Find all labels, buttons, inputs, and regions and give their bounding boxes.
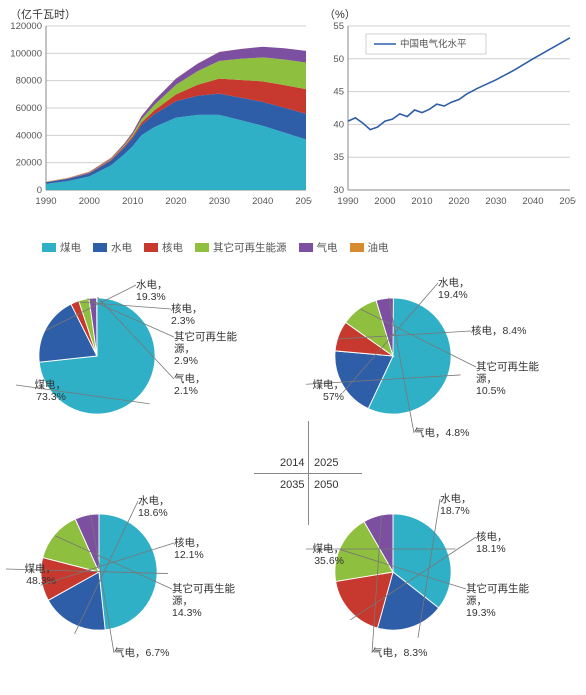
area-y-title: （亿千瓦时） bbox=[6, 6, 312, 22]
svg-text:80000: 80000 bbox=[16, 76, 42, 87]
top-charts-row: （亿千瓦时） 0 20000 40000 60000 80000 100000 120000… bbox=[6, 0, 580, 236]
svg-text:2050: 2050 bbox=[559, 196, 576, 207]
pie-slice-label: 其它可再生能源，10.5% bbox=[476, 361, 548, 397]
pie-2050: 煤电，35.6%水电，18.7%核电，18.1%其它可再生能源，19.3%气电，… bbox=[306, 487, 576, 687]
legend-item: 核电 bbox=[144, 240, 183, 255]
pie-slice-label: 核电，18.1% bbox=[476, 531, 508, 555]
legend-swatch bbox=[299, 243, 313, 252]
legend-label: 煤电 bbox=[60, 240, 81, 255]
legend-swatch bbox=[93, 243, 107, 252]
svg-text:45: 45 bbox=[333, 87, 344, 98]
svg-text:40000: 40000 bbox=[16, 130, 42, 141]
svg-text:1990: 1990 bbox=[35, 196, 56, 207]
svg-text:2020: 2020 bbox=[448, 196, 469, 207]
svg-text:55: 55 bbox=[333, 22, 344, 32]
svg-text:2010: 2010 bbox=[411, 196, 432, 207]
area-chart: （亿千瓦时） 0 20000 40000 60000 80000 100000 120000… bbox=[6, 6, 312, 236]
pie-slice-label: 水电，19.3% bbox=[136, 279, 168, 303]
pie-slice-label: 煤电，57% bbox=[294, 379, 344, 403]
legend-item: 油电 bbox=[350, 240, 389, 255]
pie-slice-label: 煤电，48.3% bbox=[6, 563, 56, 587]
legend-item: 气电 bbox=[299, 240, 338, 255]
pie-slice-label: 气电，6.7% bbox=[114, 647, 169, 659]
svg-text:1990: 1990 bbox=[337, 196, 358, 207]
legend-swatch bbox=[144, 243, 158, 252]
svg-text:2010: 2010 bbox=[122, 196, 143, 207]
svg-text:2000: 2000 bbox=[79, 196, 100, 207]
pie-slice-label: 其它可再生能源，2.9% bbox=[174, 331, 244, 367]
svg-text:40: 40 bbox=[333, 119, 344, 130]
legend-swatch bbox=[195, 243, 209, 252]
legend-item: 水电 bbox=[93, 240, 132, 255]
pie-slice-label: 核电，2.3% bbox=[171, 303, 203, 327]
svg-text:20000: 20000 bbox=[16, 158, 42, 169]
svg-text:2050: 2050 bbox=[295, 196, 312, 207]
pie-slice-label: 煤电，73.3% bbox=[16, 379, 66, 403]
pie-slice-label: 水电，18.6% bbox=[138, 495, 170, 519]
pie-slice-label: 核电，8.4% bbox=[471, 325, 526, 337]
pie-slice-label: 核电，12.1% bbox=[174, 537, 206, 561]
svg-text:2000: 2000 bbox=[374, 196, 395, 207]
line-y-title: （%） bbox=[320, 6, 576, 22]
page-root: （亿千瓦时） 0 20000 40000 60000 80000 100000 120000… bbox=[0, 0, 586, 695]
svg-text:60000: 60000 bbox=[16, 103, 42, 114]
svg-text:2040: 2040 bbox=[252, 196, 273, 207]
pie-slice-label: 水电，18.7% bbox=[440, 493, 472, 517]
legend-label: 核电 bbox=[162, 240, 183, 255]
cross-tr: 2025 bbox=[314, 457, 338, 469]
svg-text:50: 50 bbox=[333, 54, 344, 65]
area-legend: 煤电 水电 核电 其它可再生能源 气电 油电 bbox=[6, 240, 580, 255]
svg-text:0: 0 bbox=[37, 185, 42, 196]
svg-text:35: 35 bbox=[333, 152, 344, 163]
pie-slice-label: 气电，4.8% bbox=[414, 427, 469, 439]
pie-slice-label: 气电，2.1% bbox=[174, 373, 206, 397]
pie-2035: 煤电，48.3% 水电，18.6%核电，12.1% 其它可再生能源，14.3% 气电，… bbox=[6, 487, 276, 687]
cross-br: 2050 bbox=[314, 479, 338, 491]
legend-item: 煤电 bbox=[42, 240, 81, 255]
year-cross: 2014 2025 2035 2050 bbox=[278, 443, 338, 503]
svg-text:2030: 2030 bbox=[485, 196, 506, 207]
svg-text:100000: 100000 bbox=[10, 48, 42, 59]
svg-text:中国电气化水平: 中国电气化水平 bbox=[400, 38, 467, 50]
legend-label: 气电 bbox=[317, 240, 338, 255]
svg-text:2020: 2020 bbox=[165, 196, 186, 207]
legend-swatch bbox=[42, 243, 56, 252]
pie-slice-label: 煤电，35.6% bbox=[294, 543, 344, 567]
cross-bl: 2035 bbox=[280, 479, 304, 491]
pie-2025: 煤电，57%水电，19.4%核电，8.4%其它可再生能源，10.5%气电，4.8… bbox=[306, 269, 576, 469]
line-chart-svg: 30 35 40 45 50 55 1990 2000 2010 2020 2030 2040 2050… bbox=[320, 22, 576, 212]
legend-label: 其它可再生能源 bbox=[213, 240, 287, 255]
pie-slice-label: 其它可再生能源，14.3% bbox=[172, 583, 244, 619]
svg-text:2040: 2040 bbox=[522, 196, 543, 207]
legend-label: 水电 bbox=[111, 240, 132, 255]
legend-label: 油电 bbox=[368, 240, 389, 255]
line-chart: （%） 30 35 40 45 50 55 1990 2000 2010 2020 2030 2040… bbox=[320, 6, 576, 236]
svg-text:30: 30 bbox=[333, 185, 344, 196]
svg-text:120000: 120000 bbox=[10, 22, 42, 32]
pie-slice-label: 其它可再生能源，19.3% bbox=[466, 583, 538, 619]
legend-item: 其它可再生能源 bbox=[195, 240, 287, 255]
pies-area: 煤电，73.3% 水电，19.3%核电，2.3% 其它可再生能源，2.9% 气电，2.… bbox=[6, 269, 580, 689]
pie-2014: 煤电，73.3% 水电，19.3%核电，2.3% 其它可再生能源，2.9% 气电，2.… bbox=[6, 269, 276, 469]
legend-swatch bbox=[350, 243, 364, 252]
pie-slice-label: 气电，8.3% bbox=[372, 647, 427, 659]
cross-tl: 2014 bbox=[280, 457, 304, 469]
svg-text:2030: 2030 bbox=[209, 196, 230, 207]
pie-slice-label: 水电，19.4% bbox=[438, 277, 470, 301]
area-chart-svg: 0 20000 40000 60000 80000 100000 120000 1990 200… bbox=[6, 22, 312, 212]
